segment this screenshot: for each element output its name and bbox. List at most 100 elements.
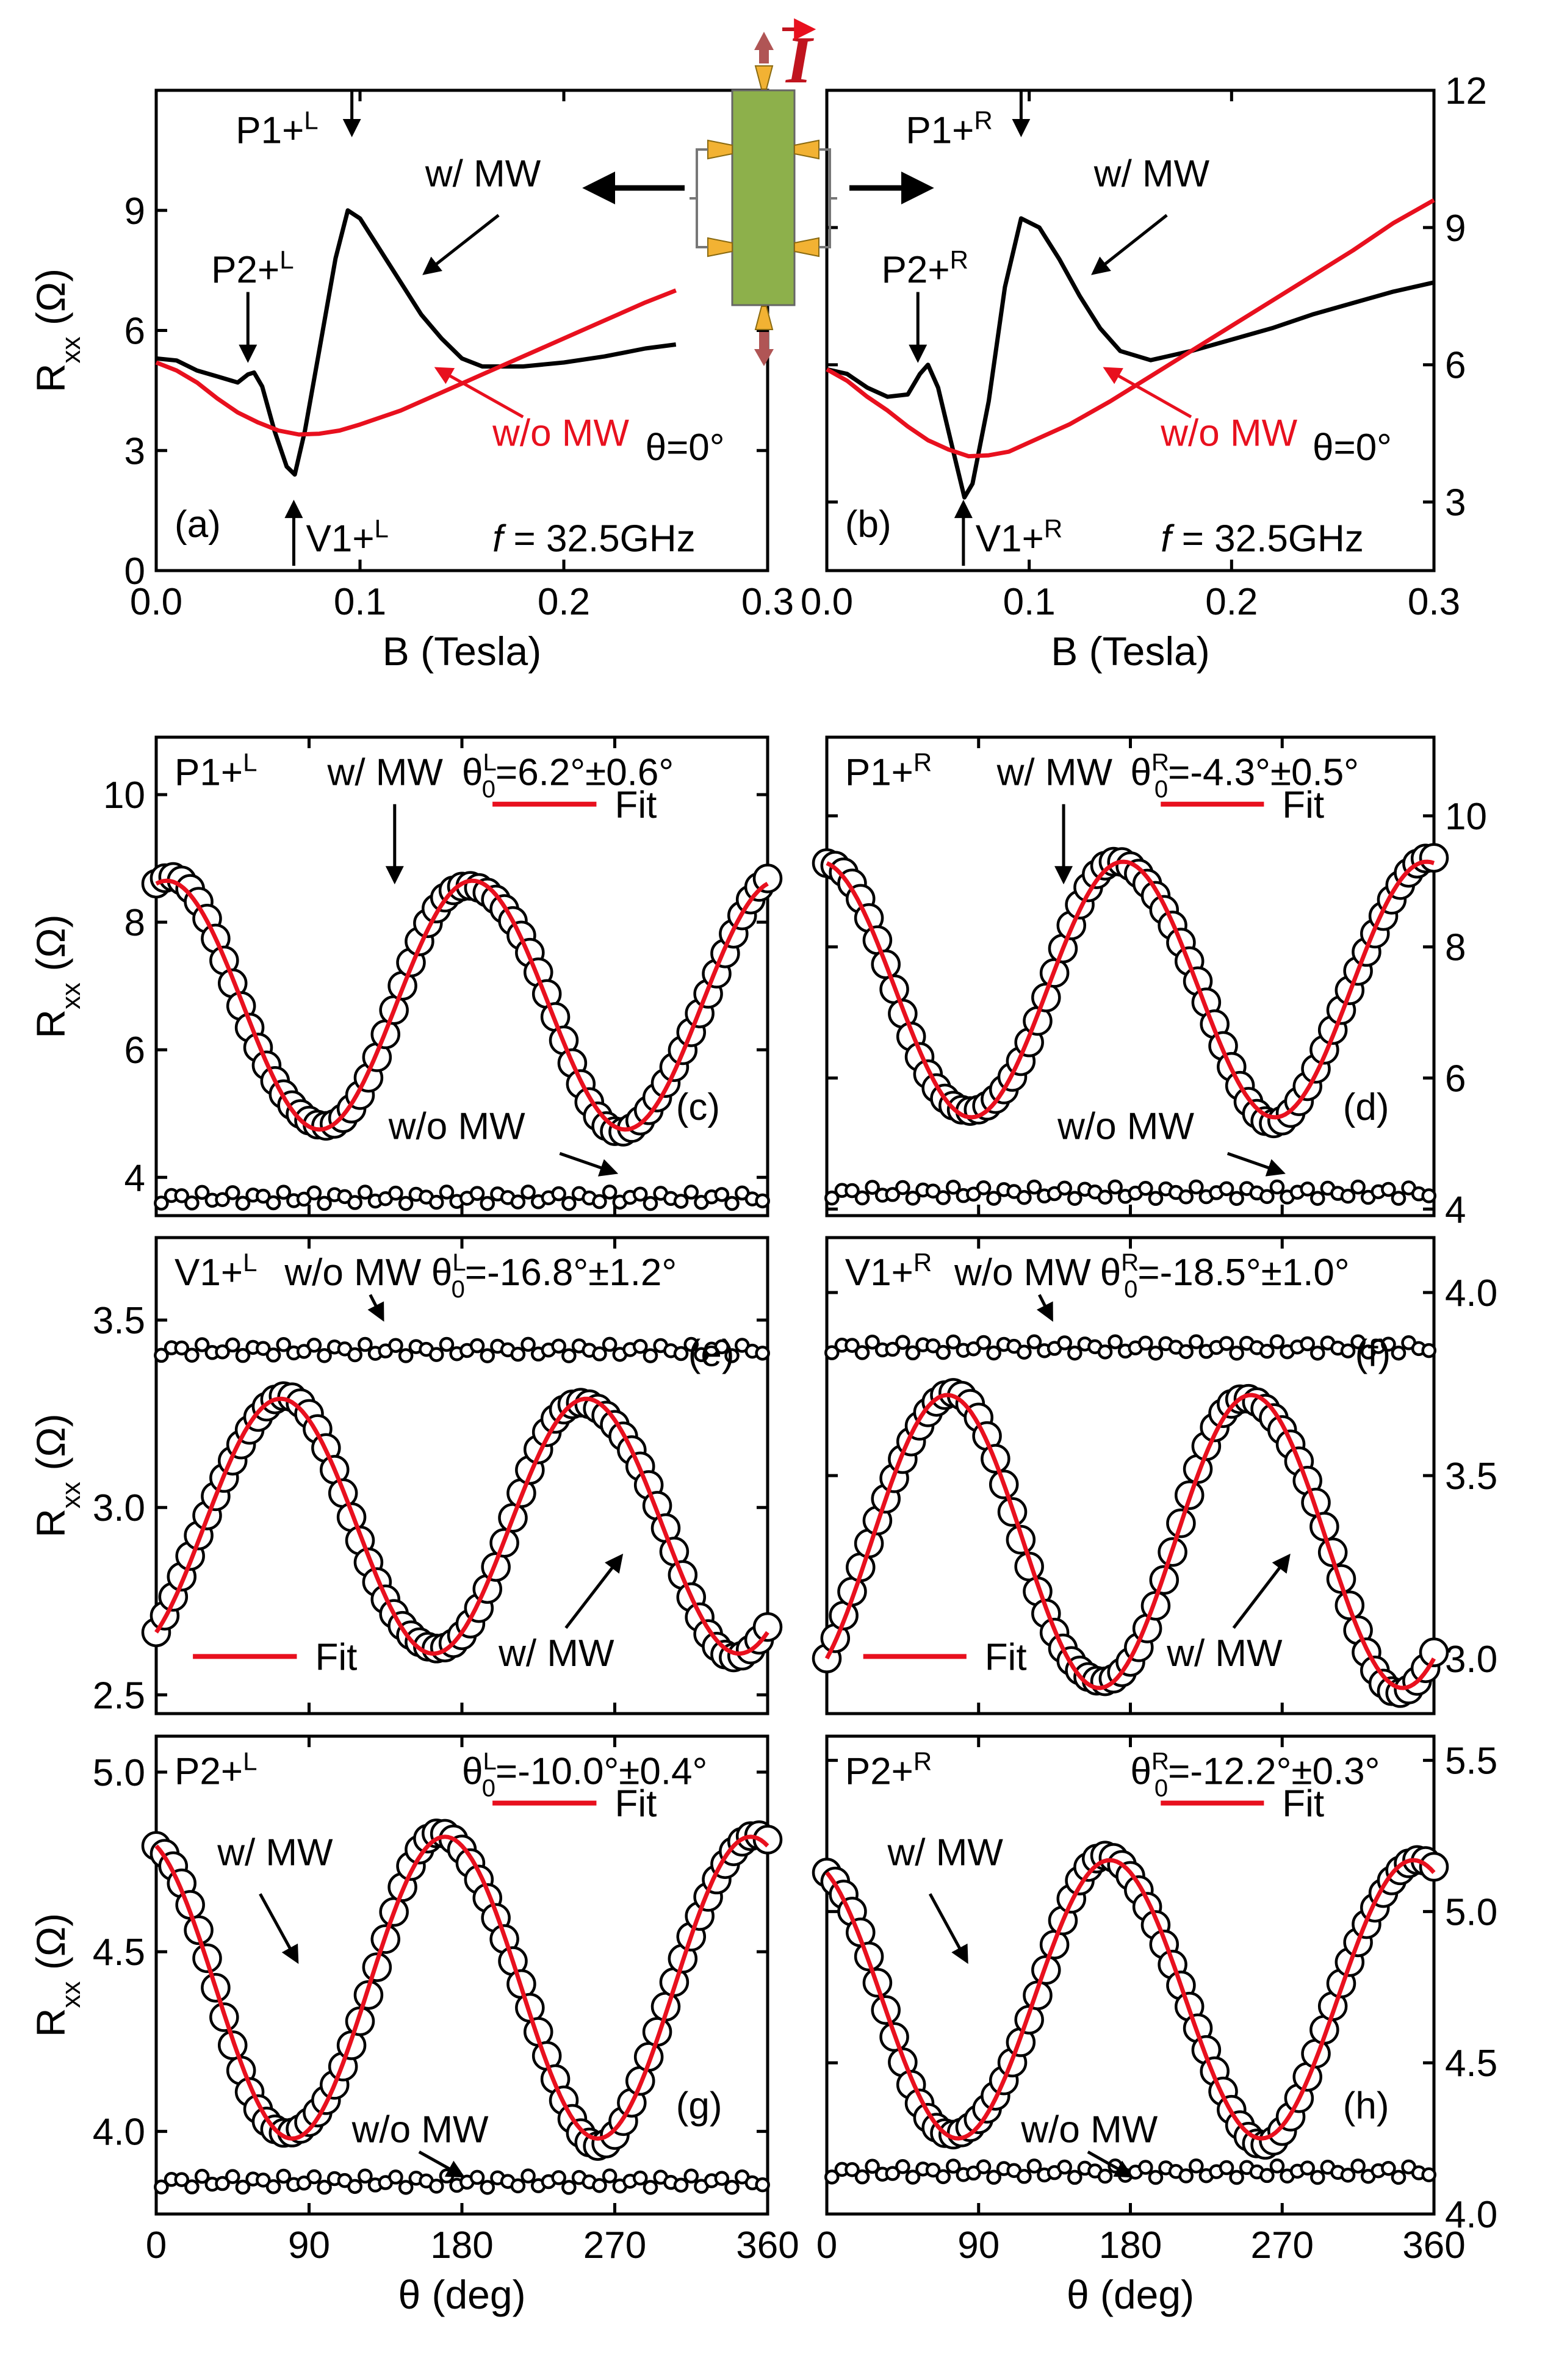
- y-axis-title-unit: (Ω): [28, 269, 73, 337]
- data-point-without-mw: [643, 1348, 658, 1363]
- data-point-without-mw: [215, 1192, 230, 1207]
- panel-label: (b): [845, 503, 891, 546]
- y-axis-title: Rxx (Ω): [28, 1913, 86, 2037]
- x-tick-label: 360: [1402, 2224, 1465, 2266]
- data-point-without-mw: [469, 1338, 485, 1354]
- data-point-without-mw: [1017, 2169, 1032, 2184]
- without-mw-arrow-icon: [1103, 367, 1192, 419]
- data-point-without-mw: [1381, 1181, 1396, 1197]
- data-point-without-mw: [946, 1180, 961, 1195]
- data-point-without-mw: [256, 1188, 271, 1204]
- data-point-without-mw: [194, 2168, 210, 2184]
- plot-frame: [825, 88, 1436, 572]
- data-point-without-mw: [306, 1185, 322, 1200]
- data-point-without-mw: [520, 2168, 536, 2183]
- data-point-without-mw: [154, 1347, 169, 1363]
- peak-label-sup: L: [243, 1747, 257, 1775]
- x-tick-label: 0.1: [334, 581, 386, 623]
- data-point-without-mw: [510, 2178, 526, 2194]
- data-point-without-mw: [265, 1195, 281, 1211]
- data-point-without-mw: [946, 2158, 961, 2174]
- y-tick-label: 6: [1445, 1058, 1466, 1100]
- data-point-without-mw: [592, 2178, 607, 2193]
- current-arrow-icon: [754, 32, 774, 63]
- data-point-without-mw: [154, 2179, 169, 2194]
- data-point-without-mw: [755, 1193, 770, 1209]
- data-point-without-mw: [1057, 1335, 1072, 1350]
- fit-curve: [154, 1396, 769, 1656]
- data-point-without-mw: [194, 1185, 210, 1200]
- panel-g: 0 90 180 270 360 4.0 4.5 5.0 θ (deg) Rxx (Ω) P2+L θ…: [28, 1734, 799, 2317]
- data-point-without-mw: [1300, 1181, 1315, 1197]
- data-point-without-mw: [1340, 2168, 1356, 2183]
- data-point-without-mw: [256, 1341, 271, 1356]
- data-point-with-mw: [752, 864, 783, 893]
- data-point-without-mw: [429, 1347, 444, 1362]
- theta0-label: θR 0=-12.2°±0.3°: [1131, 1748, 1380, 1801]
- x-tick-label: 180: [1099, 2224, 1162, 2266]
- data-point-without-mw: [1229, 1191, 1244, 1206]
- y-tick-label: 0: [124, 550, 145, 593]
- with-mw-label: w/ MW: [498, 1632, 614, 1675]
- data-point-without-mw: [306, 1338, 322, 1353]
- data-point-without-mw: [265, 2179, 281, 2194]
- data-point-with-mw: [1419, 1852, 1449, 1882]
- theta0-sup: R: [1151, 749, 1169, 776]
- data-point-without-mw: [174, 2172, 189, 2187]
- y-tick-label: 3.5: [93, 1300, 145, 1342]
- y-tick-label: 4.0: [1445, 1272, 1497, 1314]
- sample-bar: [731, 89, 796, 306]
- theta0-sub: 0: [482, 1775, 495, 1801]
- data-point-without-mw: [1300, 1336, 1315, 1352]
- fit-curve: [154, 1834, 769, 2141]
- data-point-without-mw: [1219, 2160, 1234, 2176]
- valley-label-sup: L: [375, 514, 389, 543]
- data-point-without-mw: [714, 1187, 730, 1202]
- data-point-without-mw: [1259, 1344, 1275, 1359]
- peak-label: P2+L: [175, 1747, 257, 1793]
- data-point-without-mw: [276, 1185, 291, 1200]
- theta0-label: θR 0=-18.5°±1.0°: [1100, 1249, 1350, 1303]
- fit-legend-label: Fit: [1282, 1783, 1324, 1825]
- valley-label: V1+L: [306, 514, 388, 560]
- data-point-with-mw: [752, 1825, 783, 1855]
- data-point-without-mw: [895, 1335, 910, 1350]
- panel-label: (f): [1355, 1333, 1391, 1375]
- data-point-without-mw: [1219, 1336, 1234, 1351]
- without-mw-arrow-icon: [434, 367, 524, 419]
- theta0-sub: 0: [452, 1276, 465, 1303]
- series-with-mw: [826, 216, 1435, 500]
- data-point-without-mw: [1017, 1344, 1032, 1360]
- data-point-without-mw: [724, 2180, 740, 2195]
- contact-pad: [754, 306, 774, 330]
- data-point-without-mw: [905, 1191, 921, 1206]
- data-point-without-mw: [1057, 2159, 1072, 2175]
- data-point-without-mw: [1067, 1346, 1082, 1361]
- data-point-without-mw: [1381, 2160, 1396, 2176]
- data-point-without-mw: [1310, 1191, 1325, 1206]
- data-point-without-mw: [235, 1347, 251, 1363]
- x-axis-title: θ (deg): [1067, 2272, 1194, 2317]
- contact-pad: [754, 65, 774, 90]
- data-point-without-mw: [388, 1338, 403, 1353]
- data-point-without-mw: [256, 2173, 271, 2188]
- frequency-label: f = 32.5GHz: [1161, 518, 1364, 560]
- x-axis-title: B (Tesla): [383, 629, 541, 674]
- contact-pad: [707, 139, 733, 160]
- theta0-value: =-10.0°±0.4°: [495, 1750, 707, 1792]
- data-point-without-mw: [905, 2169, 921, 2185]
- data-point-without-mw: [1097, 1344, 1113, 1360]
- data-point-without-mw: [480, 2180, 495, 2195]
- y-axis-title: Rxx (Ω): [28, 914, 86, 1038]
- data-point-without-mw: [854, 1345, 870, 1360]
- data-point-without-mw: [602, 2168, 618, 2183]
- data-point-without-mw: [1310, 1346, 1325, 1361]
- data-point-without-mw: [306, 2169, 322, 2185]
- data-point-without-mw: [683, 2168, 699, 2183]
- with-mw-label: w/ MW: [1093, 153, 1210, 195]
- data-point-without-mw: [633, 1339, 648, 1354]
- without-mw-arrow-icon: [1226, 1152, 1286, 1177]
- fit-legend-label: Fit: [985, 1636, 1027, 1678]
- without-mw-label: w/o MW: [954, 1252, 1091, 1294]
